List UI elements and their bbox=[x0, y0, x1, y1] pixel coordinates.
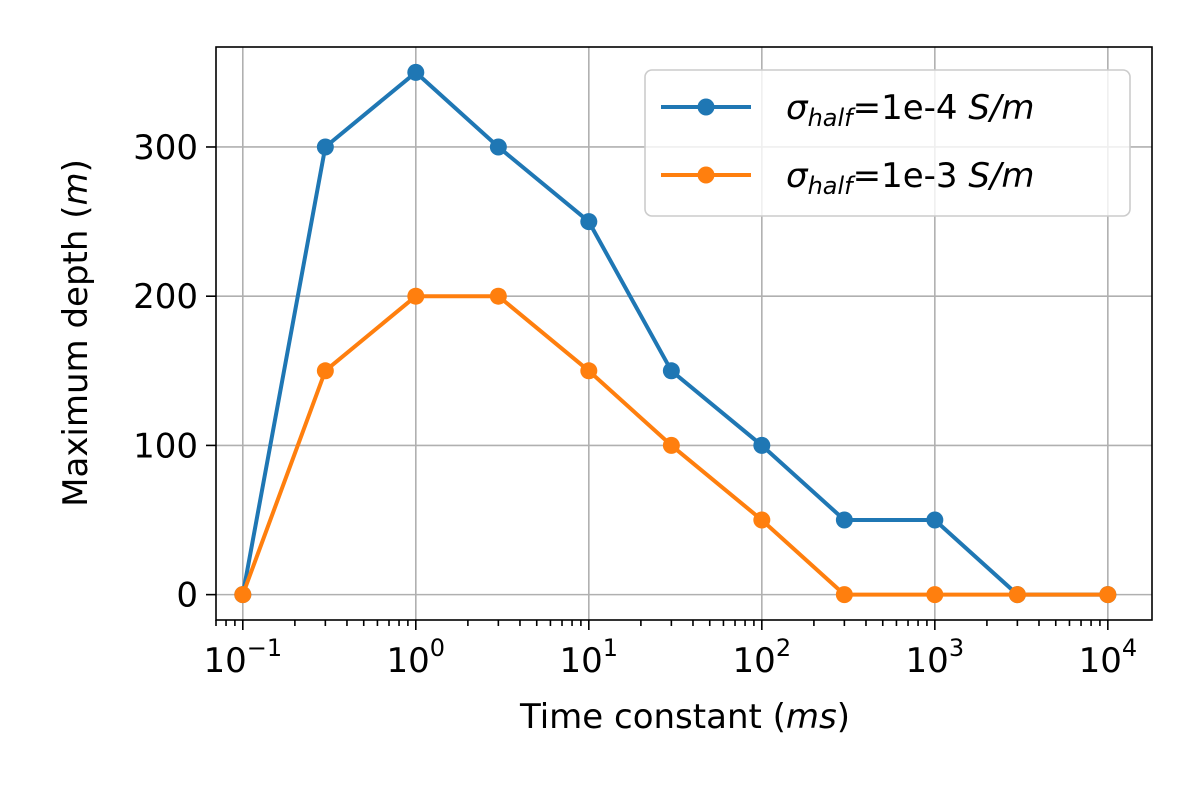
series-layer bbox=[234, 63, 1117, 604]
data-point bbox=[489, 287, 507, 305]
major-ticks bbox=[206, 146, 1109, 630]
legend-entry-2: σhalf=1e-3 S/m bbox=[661, 156, 1035, 200]
y-tick-label: 300 bbox=[133, 128, 198, 168]
series-2 bbox=[234, 287, 1117, 604]
x-tick-labels: 10−1 100 101 102 103 104 bbox=[203, 634, 1137, 681]
y-tick-label: 100 bbox=[133, 426, 198, 466]
x-tick-label: 10−1 bbox=[203, 634, 282, 681]
data-point bbox=[926, 511, 944, 529]
data-point bbox=[580, 213, 598, 231]
data-point bbox=[489, 138, 507, 156]
y-tick-label: 0 bbox=[176, 576, 198, 616]
data-point bbox=[234, 586, 252, 604]
legend-entry-1: σhalf=1e-4 S/m bbox=[661, 88, 1035, 132]
data-point bbox=[753, 436, 771, 454]
x-tick-label: 101 bbox=[560, 634, 619, 681]
x-tick-label: 103 bbox=[906, 634, 965, 681]
data-point bbox=[662, 436, 680, 454]
y-tick-labels: 0 100 200 300 bbox=[133, 128, 198, 616]
data-point bbox=[316, 362, 334, 380]
legend-label-1: σhalf=1e-4 S/m bbox=[786, 88, 1035, 132]
data-point bbox=[753, 511, 771, 529]
data-point bbox=[580, 362, 598, 380]
minor-ticks bbox=[215, 620, 1101, 626]
x-axis-label: Time constant (ms) bbox=[519, 697, 850, 737]
data-point bbox=[835, 511, 853, 529]
x-tick-label: 100 bbox=[387, 634, 446, 681]
y-tick-label: 200 bbox=[133, 277, 198, 317]
y-axis-label: Maximum depth (m) bbox=[56, 159, 96, 507]
data-point bbox=[316, 138, 334, 156]
x-tick-label: 102 bbox=[733, 634, 792, 681]
data-point bbox=[835, 586, 853, 604]
data-point bbox=[1099, 586, 1117, 604]
legend-marker-1 bbox=[697, 98, 715, 116]
legend: σhalf=1e-4 S/m σhalf=1e-3 S/m bbox=[644, 69, 1131, 217]
data-point bbox=[662, 362, 680, 380]
x-tick-label: 104 bbox=[1079, 634, 1138, 681]
plot-frame bbox=[215, 46, 1153, 621]
data-point bbox=[407, 63, 425, 81]
data-point bbox=[407, 287, 425, 305]
data-point bbox=[1008, 586, 1026, 604]
legend-box bbox=[644, 69, 1131, 217]
legend-label-2: σhalf=1e-3 S/m bbox=[786, 156, 1035, 200]
data-point bbox=[926, 586, 944, 604]
legend-marker-2 bbox=[697, 166, 715, 184]
